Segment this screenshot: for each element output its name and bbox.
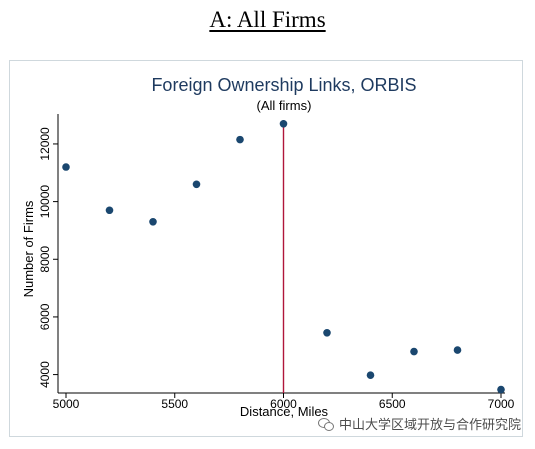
- data-point: [62, 163, 70, 171]
- y-tick-label: 8000: [38, 246, 52, 273]
- data-point: [497, 385, 505, 394]
- x-tick-label: 7000: [488, 397, 515, 411]
- plot-frame: [9, 60, 523, 437]
- y-tick-label: 10000: [38, 185, 52, 219]
- data-point: [279, 119, 288, 128]
- watermark: 中山大学区域开放与合作研究院: [317, 414, 521, 433]
- x-axis-label: Distance, Miles: [240, 404, 329, 419]
- data-point: [149, 217, 157, 226]
- y-tick-label: 6000: [38, 303, 52, 330]
- y-tick-label: 12000: [38, 127, 52, 161]
- x-tick-label: 6000: [270, 397, 297, 411]
- watermark-text: 中山大学区域开放与合作研究院: [338, 418, 521, 433]
- y-tick-label: 4000: [38, 361, 52, 388]
- data-point: [236, 135, 244, 144]
- y-axis-label: Number of Firms: [21, 200, 36, 297]
- chart-title: Foreign Ownership Links, ORBIS: [151, 75, 416, 95]
- data-point: [453, 346, 462, 354]
- panel-title: A: All Firms: [209, 7, 326, 32]
- data-point: [366, 371, 375, 379]
- x-tick-label: 5000: [53, 397, 80, 411]
- data-point: [105, 206, 114, 215]
- x-tick-label: 5500: [161, 397, 188, 411]
- data-point: [192, 180, 201, 189]
- chart-subtitle: (All firms): [257, 98, 312, 113]
- data-point: [410, 347, 418, 356]
- x-tick-label: 6500: [379, 397, 406, 411]
- data-point: [323, 328, 331, 337]
- wechat-icon: [317, 417, 334, 431]
